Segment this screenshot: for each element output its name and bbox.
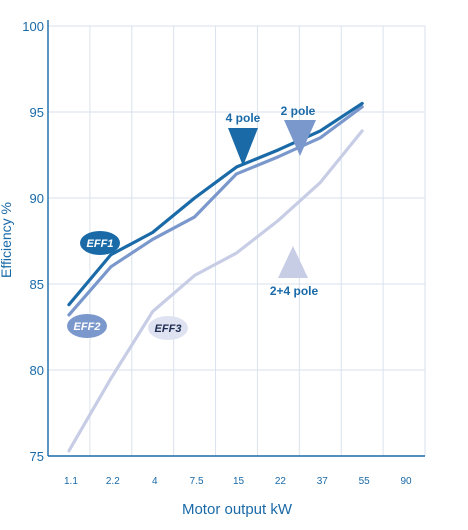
badge-ellipse [148, 316, 188, 340]
x-axis-title: Motor output kW [182, 501, 293, 518]
badge-label: EFF2 [74, 321, 101, 333]
x-tick-label: 1.1 [64, 476, 78, 487]
annotation-label: 2 pole [281, 104, 316, 118]
x-tick-label: 15 [233, 476, 245, 487]
x-tick-label: 7.5 [190, 476, 204, 487]
y-tick-label: 75 [30, 449, 44, 464]
y-tick-label: 90 [30, 191, 44, 206]
annotations: 4 pole 2 pole 2+4 pole [226, 104, 319, 298]
annotation-label: 2+4 pole [270, 284, 319, 298]
x-tick-label: 4 [152, 476, 158, 487]
y-tick-label: 95 [30, 105, 44, 120]
annotation-marker [284, 120, 316, 156]
badge-label: EFF3 [155, 323, 182, 335]
x-tick-label: 55 [359, 476, 371, 487]
axes [47, 20, 425, 457]
series-line-2 [67, 129, 364, 453]
axis-labels: 75 80 85 90 95 100 1.1 2.2 4 7.5 15 22 37 55 90 [22, 19, 412, 487]
annotation-marker [228, 128, 258, 166]
annotation-marker [278, 246, 308, 278]
x-tick-label: 2.2 [106, 476, 120, 487]
x-tick-label: 37 [317, 476, 329, 487]
badge-ellipse [80, 231, 120, 255]
grid-lines [48, 25, 426, 457]
y-tick-label: 100 [22, 19, 44, 34]
annotation-label: 4 pole [226, 111, 261, 125]
y-axis-title: Efficiency % [0, 202, 14, 278]
badges: EFF1 EFF2 EFF3 [67, 231, 188, 340]
series-line-1 [67, 105, 364, 317]
series-lines [67, 101, 364, 453]
badge-ellipse [67, 314, 107, 338]
x-tick-label: 90 [400, 476, 412, 487]
x-tick-label: 22 [275, 476, 287, 487]
y-tick-label: 80 [30, 363, 44, 378]
badge-label: EFF1 [87, 238, 114, 250]
series-line-0 [67, 101, 364, 307]
y-tick-label: 85 [30, 277, 44, 292]
